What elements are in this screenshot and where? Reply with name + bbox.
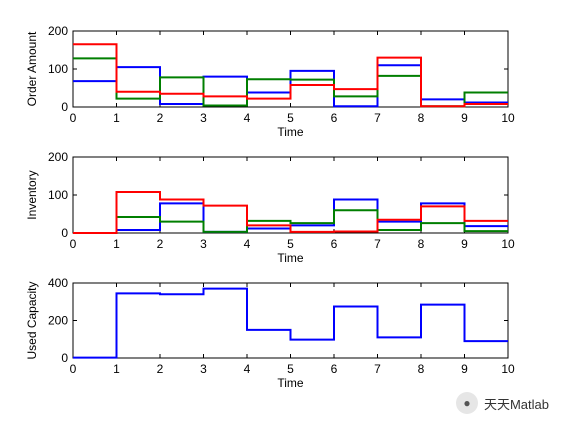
y-axis-label: Order Amount <box>25 31 39 106</box>
y-tick-label: 0 <box>61 226 68 240</box>
x-tick-label: 0 <box>70 362 77 376</box>
x-axis-label: Time <box>277 251 304 265</box>
x-tick-label: 7 <box>374 362 381 376</box>
x-tick-label: 4 <box>244 111 251 125</box>
x-tick-label: 7 <box>374 237 381 251</box>
x-tick-label: 5 <box>287 111 294 125</box>
x-tick-label: 1 <box>113 111 120 125</box>
x-tick-label: 3 <box>200 111 207 125</box>
x-tick-label: 7 <box>374 111 381 125</box>
x-axis-label: Time <box>277 125 304 139</box>
x-tick-label: 4 <box>244 237 251 251</box>
x-tick-label: 6 <box>331 111 338 125</box>
x-tick-label: 8 <box>418 362 425 376</box>
y-tick-label: 200 <box>48 314 68 328</box>
x-tick-label: 4 <box>244 362 251 376</box>
wechat-icon: ● <box>455 392 478 414</box>
y-tick-label: 200 <box>48 24 68 38</box>
x-tick-label: 2 <box>157 362 164 376</box>
x-tick-label: 3 <box>200 237 207 251</box>
y-tick-label: 100 <box>48 188 68 202</box>
x-tick-label: 5 <box>287 362 294 376</box>
y-tick-label: 200 <box>48 150 68 164</box>
x-tick-label: 10 <box>501 111 515 125</box>
y-tick-label: 100 <box>48 62 68 76</box>
x-tick-label: 5 <box>287 237 294 251</box>
y-tick-label: 0 <box>61 100 68 114</box>
x-tick-label: 6 <box>331 362 338 376</box>
x-tick-label: 2 <box>157 111 164 125</box>
x-axis-label: Time <box>277 376 304 390</box>
watermark: ● 天天Matlab <box>455 392 549 414</box>
x-tick-label: 8 <box>418 111 425 125</box>
x-tick-label: 0 <box>70 111 77 125</box>
series-line-2-2 <box>73 209 508 234</box>
x-tick-label: 9 <box>461 111 468 125</box>
series-line-3-1 <box>73 287 508 359</box>
x-tick-label: 8 <box>418 237 425 251</box>
x-tick-label: 1 <box>113 362 120 376</box>
x-tick-label: 6 <box>331 237 338 251</box>
x-tick-label: 0 <box>70 237 77 251</box>
y-axis-label: Used Capacity <box>25 281 39 359</box>
series-line-2-3 <box>73 190 508 234</box>
x-tick-label: 2 <box>157 237 164 251</box>
y-tick-label: 400 <box>48 276 68 290</box>
x-tick-label: 10 <box>501 362 515 376</box>
x-tick-label: 9 <box>461 362 468 376</box>
x-tick-label: 3 <box>200 362 207 376</box>
x-tick-label: 9 <box>461 237 468 251</box>
x-tick-label: 1 <box>113 237 120 251</box>
watermark-text: 天天Matlab <box>483 396 549 412</box>
y-tick-label: 0 <box>61 351 68 365</box>
series-line-1-3 <box>73 43 508 108</box>
y-axis-label: Inventory <box>25 170 39 219</box>
x-tick-label: 10 <box>501 237 515 251</box>
